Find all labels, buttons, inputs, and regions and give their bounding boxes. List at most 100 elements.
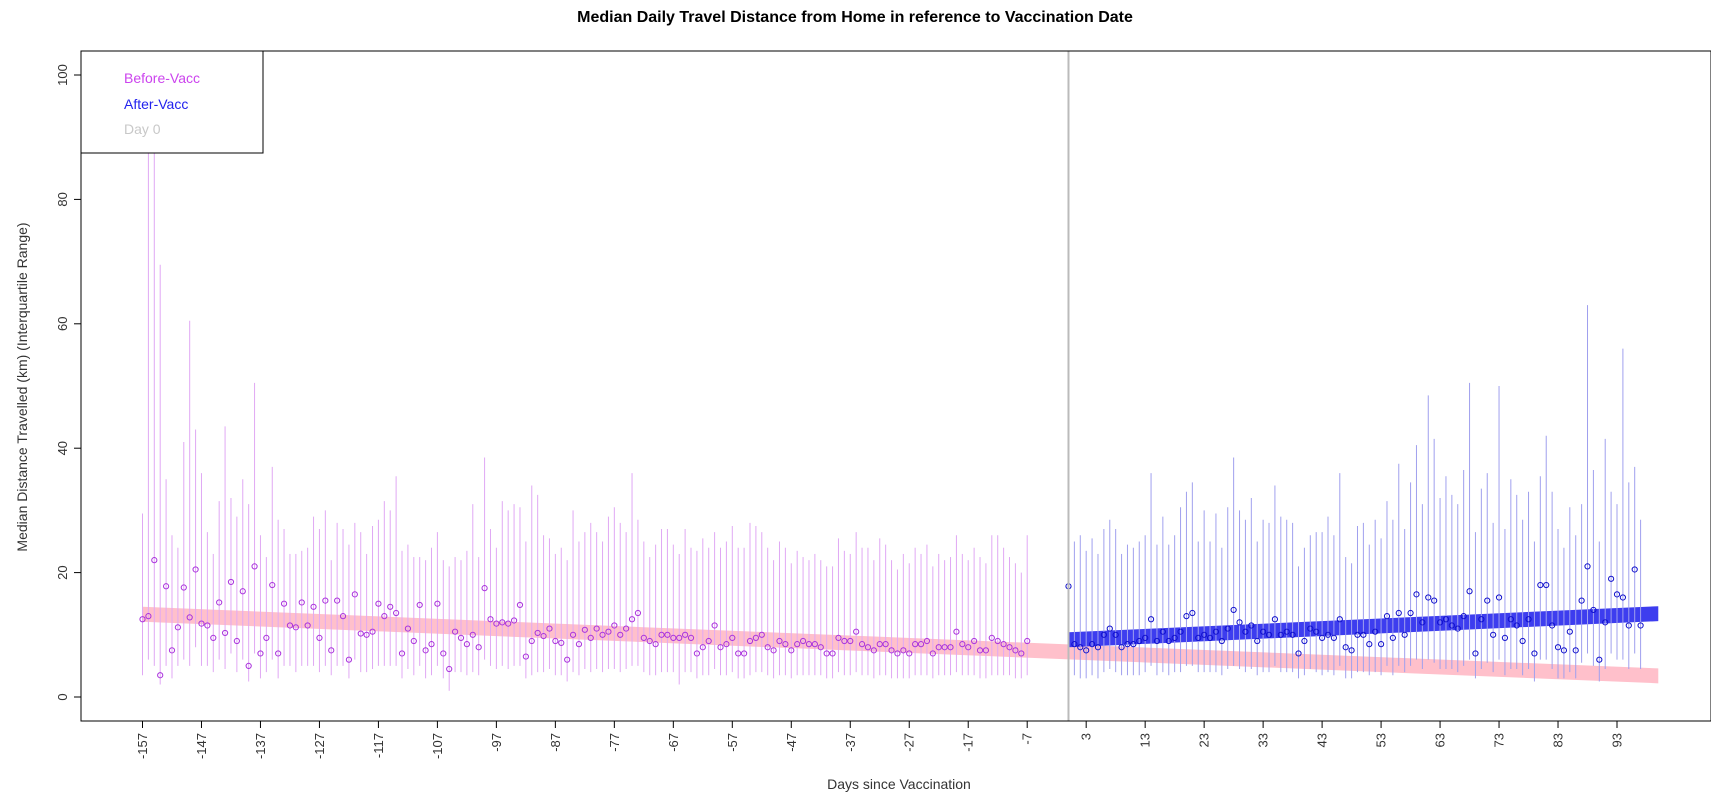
- median-point-after: [1372, 628, 1379, 635]
- median-point-after: [1566, 628, 1573, 635]
- x-axis-label: Days since Vaccination: [827, 776, 971, 792]
- median-point-before: [1012, 647, 1019, 654]
- median-point-before: [646, 637, 653, 645]
- median-point-after: [1472, 650, 1479, 657]
- median-point-after: [1224, 625, 1231, 632]
- median-point-before: [351, 591, 358, 598]
- median-point-before: [168, 647, 176, 654]
- median-point-before: [369, 628, 376, 635]
- median-point-after: [1206, 634, 1214, 642]
- median-point-after: [1419, 619, 1426, 626]
- median-point-before: [304, 622, 311, 629]
- median-point-before: [805, 641, 813, 648]
- median-point-after: [1313, 628, 1320, 635]
- median-point-after: [1295, 650, 1302, 657]
- median-point-after: [1537, 581, 1544, 589]
- x-tick-label: 33: [1256, 733, 1271, 747]
- median-point-after: [1501, 634, 1509, 642]
- legend-item-before-vacc: Before-Vacc: [124, 70, 200, 86]
- median-point-after: [1513, 622, 1520, 629]
- median-point-before: [794, 641, 801, 648]
- median-point-before: [328, 647, 335, 654]
- median-point-after: [1324, 631, 1332, 638]
- median-point-before: [493, 620, 500, 627]
- median-point-before: [334, 597, 341, 604]
- median-point-after: [1260, 628, 1267, 635]
- x-tick-label: 63: [1433, 733, 1448, 747]
- median-point-before: [723, 641, 730, 648]
- median-point-before: [487, 616, 494, 623]
- median-point-after: [1619, 594, 1626, 601]
- median-point-after: [1106, 625, 1113, 632]
- median-point-before: [705, 637, 712, 645]
- x-tick-label: 83: [1551, 733, 1566, 747]
- median-point-before: [1000, 641, 1007, 648]
- x-tick-label: -117: [371, 733, 386, 758]
- median-point-before: [581, 626, 588, 633]
- median-point-before: [882, 641, 889, 648]
- median-point-after: [1637, 622, 1644, 629]
- median-point-before: [664, 631, 671, 638]
- median-point-before: [658, 631, 665, 638]
- median-point-before: [976, 647, 984, 654]
- median-point-after: [1118, 644, 1125, 651]
- median-point-before: [357, 630, 364, 637]
- y-tick-label: 0: [55, 693, 70, 700]
- x-tick-label: -137: [253, 733, 268, 759]
- median-point-after: [1218, 637, 1225, 645]
- median-point-before: [971, 637, 978, 645]
- median-point-before: [605, 628, 612, 635]
- median-point-before: [363, 631, 370, 638]
- median-point-after: [1195, 634, 1202, 642]
- median-point-before: [198, 620, 205, 627]
- median-point-before: [740, 650, 748, 657]
- median-point-after: [1271, 616, 1279, 623]
- median-point-after: [1543, 581, 1550, 589]
- x-tick-label: 13: [1138, 733, 1153, 747]
- x-tick-label: -147: [194, 733, 209, 759]
- median-point-before: [245, 662, 252, 670]
- median-point-after: [1071, 641, 1078, 648]
- median-point-before: [398, 650, 406, 657]
- median-point-before: [434, 600, 441, 607]
- median-point-after: [1083, 647, 1090, 654]
- median-point-after: [1165, 637, 1172, 645]
- median-point-after: [1584, 563, 1591, 570]
- median-point-after: [1442, 616, 1450, 623]
- median-point-before: [216, 599, 223, 606]
- median-point-after: [1572, 647, 1579, 654]
- median-point-before: [204, 622, 211, 629]
- x-tick-label: -67: [666, 733, 681, 752]
- median-point-after: [1413, 591, 1420, 598]
- median-point-before: [711, 622, 718, 629]
- median-point-after: [1625, 622, 1632, 629]
- median-point-after: [1283, 628, 1290, 635]
- median-point-before: [611, 622, 618, 629]
- median-point-before: [1006, 644, 1013, 651]
- median-point-before: [534, 629, 541, 637]
- median-point-after: [1431, 597, 1438, 604]
- median-point-before: [180, 584, 187, 591]
- median-point-before: [912, 641, 919, 648]
- median-point-before: [900, 647, 907, 654]
- median-point-before: [186, 614, 193, 621]
- x-tick-label: 23: [1197, 733, 1212, 747]
- median-point-after: [1336, 616, 1343, 623]
- median-point-after: [1425, 594, 1432, 601]
- x-tick-label: 73: [1492, 733, 1507, 747]
- plot-frame: [80, 50, 1711, 722]
- median-point-after: [1319, 634, 1326, 642]
- median-point-before: [1024, 637, 1031, 645]
- median-point-before: [404, 625, 412, 632]
- median-point-after: [1147, 616, 1155, 623]
- median-point-after: [1454, 625, 1461, 632]
- median-point-after: [1377, 641, 1385, 648]
- median-point-before: [192, 566, 199, 573]
- x-tick-label: -157: [135, 733, 150, 759]
- median-point-after: [1094, 644, 1102, 651]
- median-point-after: [1549, 622, 1556, 629]
- median-point-before: [481, 585, 488, 592]
- x-tick-label: -57: [725, 733, 740, 752]
- median-point-before: [811, 641, 818, 648]
